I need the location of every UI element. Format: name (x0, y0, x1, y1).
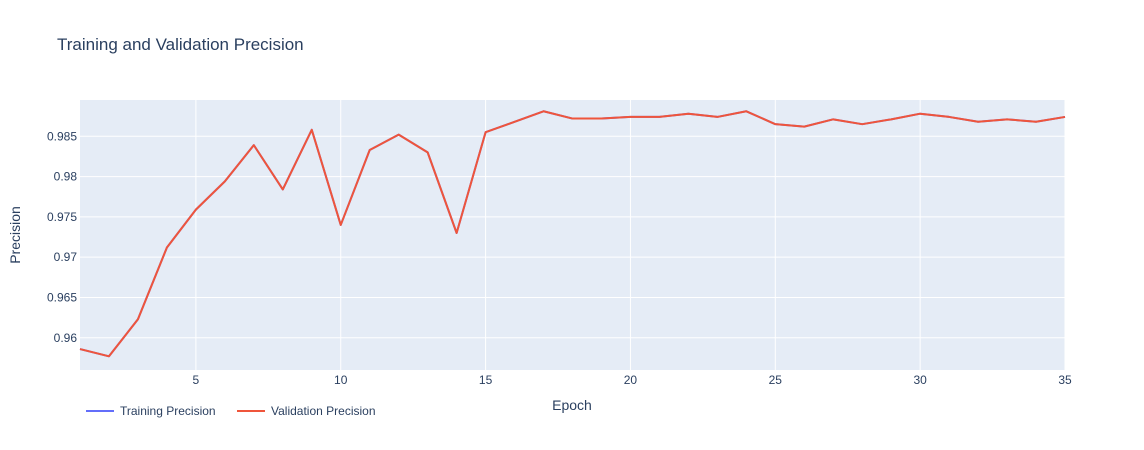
legend-item-training[interactable]: Training Precision (86, 404, 216, 418)
y-tick-label: 0.97 (54, 250, 78, 264)
plot-area (80, 100, 1065, 370)
y-tick-label: 0.98 (54, 170, 78, 184)
y-tick-label: 0.985 (47, 129, 77, 143)
y-tick-label: 0.975 (47, 210, 77, 224)
legend-label-training: Training Precision (120, 404, 216, 418)
series-lines (79, 110, 1066, 358)
x-tick-label: 30 (913, 373, 927, 387)
legend: Training Precision Validation Precision (86, 404, 376, 418)
y-axis-label: Precision (7, 206, 23, 264)
x-tick-label: 5 (193, 373, 200, 387)
grid (80, 100, 1066, 370)
legend-label-validation: Validation Precision (271, 404, 376, 418)
x-tick-label: 10 (334, 373, 348, 387)
y-tick-label: 0.96 (54, 331, 78, 345)
x-tick-label: 15 (479, 373, 493, 387)
y-tick-label: 0.965 (47, 290, 77, 304)
x-tick-label: 35 (1058, 373, 1072, 387)
series-line-validation (79, 110, 1066, 358)
y-axis-ticks: 0.96 0.965 0.97 0.975 0.98 0.985 (47, 129, 77, 344)
x-axis-label: Epoch (552, 397, 592, 413)
chart-title: Training and Validation Precision (57, 35, 304, 54)
legend-item-validation[interactable]: Validation Precision (237, 404, 376, 418)
x-axis-ticks: 5 10 15 20 25 30 35 (193, 373, 1072, 387)
x-tick-label: 20 (624, 373, 638, 387)
x-tick-label: 25 (769, 373, 783, 387)
